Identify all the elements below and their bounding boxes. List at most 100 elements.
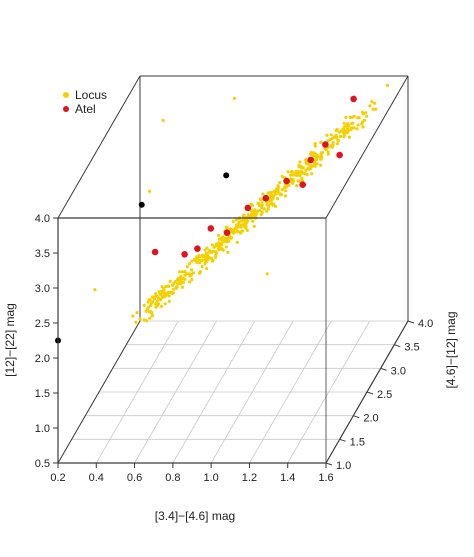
locus-point <box>265 209 269 213</box>
locus-point <box>355 116 359 120</box>
x-tick-label: 1.0 <box>203 472 218 484</box>
locus-point <box>200 264 204 269</box>
box-edge <box>57 75 141 219</box>
locus-point <box>356 123 360 127</box>
z-tick-label: 2.0 <box>35 353 50 365</box>
locus-point <box>319 157 323 161</box>
locus-point <box>310 164 314 168</box>
locus-point <box>205 246 209 250</box>
locus-point <box>204 254 209 258</box>
box-front-edges <box>57 217 409 464</box>
locus-point <box>315 162 319 166</box>
locus-point <box>331 142 335 147</box>
locus-point <box>310 172 314 176</box>
locus-point <box>265 272 269 276</box>
locus-point <box>154 294 158 298</box>
locus-point <box>210 243 214 247</box>
locus-point <box>296 179 300 183</box>
locus-point <box>200 258 204 262</box>
y-tick-label: 1.5 <box>350 436 365 448</box>
locus-point <box>313 164 317 168</box>
locus-point <box>301 166 305 170</box>
locus-point <box>190 259 194 263</box>
locus-point <box>362 118 367 122</box>
locus-point <box>174 279 178 283</box>
locus-point <box>178 279 182 283</box>
black-point <box>138 201 145 208</box>
locus-point <box>157 302 161 306</box>
atel-point <box>262 194 270 202</box>
locus-point <box>260 201 264 205</box>
atel-point <box>244 204 252 212</box>
locus-point <box>147 310 151 314</box>
locus-point <box>338 134 343 139</box>
locus-point <box>385 83 390 87</box>
locus-point <box>286 170 290 174</box>
locus-point <box>224 245 228 249</box>
locus-point <box>150 310 154 315</box>
locus-point <box>150 300 155 304</box>
locus-point <box>342 135 346 139</box>
locus-point <box>232 96 236 100</box>
locus-point <box>178 270 182 274</box>
x-tick-label: 0.2 <box>50 472 65 484</box>
x-tick-label: 0.6 <box>127 472 142 484</box>
locus-point <box>370 100 374 104</box>
locus-point <box>163 295 167 299</box>
atel-point <box>181 251 188 258</box>
locus-point <box>197 254 201 258</box>
locus-point <box>335 142 340 146</box>
locus-point <box>252 224 256 228</box>
box-edge <box>325 75 409 219</box>
locus-point <box>350 126 355 130</box>
locus-point <box>373 101 377 105</box>
locus-point <box>374 107 378 111</box>
locus-point <box>189 268 194 272</box>
locus-point <box>265 203 269 207</box>
locus-point <box>237 220 241 224</box>
locus-point <box>147 305 151 309</box>
locus-point <box>193 257 197 262</box>
locus-point <box>251 219 255 223</box>
locus-point <box>262 207 266 211</box>
locus-point <box>290 170 294 174</box>
locus-point <box>162 288 166 293</box>
locus-point <box>280 188 284 192</box>
locus-point <box>345 128 349 132</box>
locus-point <box>276 190 280 194</box>
locus-point <box>312 151 316 155</box>
locus-point <box>340 129 344 133</box>
locus-point <box>180 285 184 289</box>
locus-point <box>152 297 156 301</box>
locus-point <box>172 281 176 286</box>
locus-point <box>195 260 199 265</box>
locus-point <box>233 227 237 231</box>
locus-point <box>371 107 375 111</box>
locus-point <box>320 151 325 155</box>
locus-point <box>324 148 328 152</box>
y-tick-mark <box>339 438 346 442</box>
locus-point <box>231 219 235 224</box>
locus-point <box>304 159 308 163</box>
locus-point <box>167 294 171 298</box>
locus-point <box>348 115 352 120</box>
locus-point <box>289 177 293 181</box>
locus-point <box>298 173 302 177</box>
locus-point <box>214 255 218 259</box>
locus-point <box>368 104 372 108</box>
locus-point <box>148 316 152 320</box>
locus-point <box>260 206 264 210</box>
locus-point <box>161 118 165 123</box>
locus-point <box>134 320 138 324</box>
locus-series <box>93 83 390 324</box>
locus-point <box>291 179 295 183</box>
locus-point <box>167 299 171 303</box>
locus-point <box>309 150 314 154</box>
x-tick-label: 1.4 <box>280 472 295 484</box>
locus-point <box>224 225 228 229</box>
locus-point <box>203 262 207 266</box>
locus-point <box>243 225 247 229</box>
x-tick-label: 1.2 <box>242 472 257 484</box>
locus-point <box>217 237 221 241</box>
